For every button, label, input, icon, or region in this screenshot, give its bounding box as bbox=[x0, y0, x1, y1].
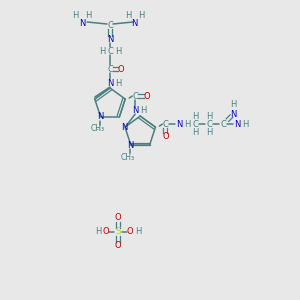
Text: C: C bbox=[193, 120, 198, 129]
Text: H: H bbox=[135, 227, 141, 236]
Text: H: H bbox=[138, 11, 144, 20]
Text: N: N bbox=[176, 120, 183, 129]
Text: C: C bbox=[220, 120, 226, 129]
Text: C: C bbox=[107, 64, 113, 74]
Text: C: C bbox=[107, 46, 113, 56]
Text: H: H bbox=[115, 46, 121, 56]
Text: H: H bbox=[206, 112, 213, 121]
Text: H: H bbox=[72, 11, 78, 20]
Text: C: C bbox=[107, 20, 113, 29]
Text: N: N bbox=[79, 19, 85, 28]
Text: H: H bbox=[230, 100, 237, 109]
Text: C: C bbox=[206, 120, 212, 129]
Text: N: N bbox=[98, 112, 104, 122]
Text: S: S bbox=[115, 227, 121, 236]
Text: H: H bbox=[99, 46, 105, 56]
Text: N: N bbox=[107, 34, 113, 43]
Text: O: O bbox=[115, 242, 121, 250]
Text: C: C bbox=[132, 92, 138, 100]
Text: N: N bbox=[121, 123, 127, 132]
Text: H: H bbox=[85, 11, 91, 20]
Text: N: N bbox=[128, 140, 134, 149]
Text: O: O bbox=[127, 227, 133, 236]
Text: methyl: methyl bbox=[97, 128, 102, 130]
Text: O: O bbox=[115, 214, 121, 223]
Text: O: O bbox=[118, 64, 124, 74]
Text: N: N bbox=[132, 106, 138, 115]
Text: H: H bbox=[184, 120, 190, 129]
Text: H: H bbox=[242, 120, 249, 129]
Text: N: N bbox=[234, 120, 241, 129]
Text: C: C bbox=[163, 120, 168, 129]
Text: N: N bbox=[131, 19, 137, 28]
Text: O: O bbox=[162, 132, 169, 141]
Text: CH₃: CH₃ bbox=[121, 152, 135, 161]
Text: N: N bbox=[230, 110, 237, 118]
Text: N: N bbox=[107, 79, 113, 88]
Text: H: H bbox=[125, 11, 131, 20]
Text: H: H bbox=[115, 79, 121, 88]
Text: H: H bbox=[192, 112, 199, 121]
Text: H: H bbox=[206, 128, 213, 136]
Text: H: H bbox=[140, 106, 146, 115]
Text: H: H bbox=[95, 227, 101, 236]
Text: CH₃: CH₃ bbox=[91, 124, 105, 134]
Text: O: O bbox=[103, 227, 109, 236]
Text: H: H bbox=[192, 128, 199, 136]
Text: O: O bbox=[144, 92, 151, 100]
